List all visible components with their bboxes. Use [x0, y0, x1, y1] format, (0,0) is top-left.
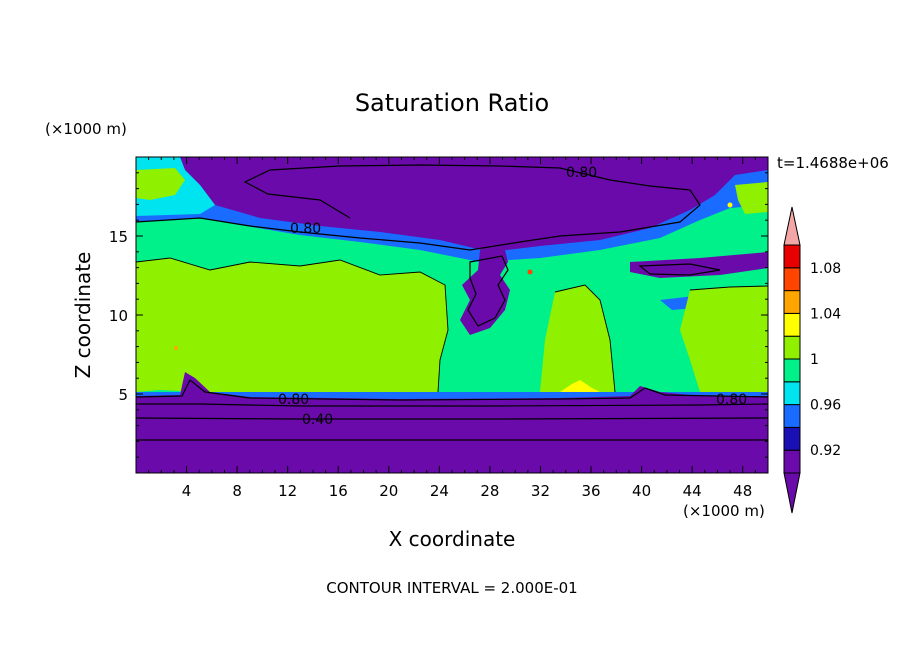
field-region-upper-purple — [180, 157, 768, 252]
colorbar-bin — [783, 335, 801, 360]
field-dot-red-2 — [174, 346, 178, 350]
footer-note: CONTOUR INTERVAL = 2.000E-01 — [326, 579, 577, 597]
colorbar-bin — [783, 426, 801, 451]
colorbar-bin — [783, 358, 801, 383]
field-region-green-left — [136, 258, 448, 395]
colorbar-bin — [783, 312, 801, 337]
contour-line-right — [638, 263, 721, 276]
x-tick-label: 28 — [480, 482, 499, 500]
x-tick-label: 36 — [581, 482, 600, 500]
colorbar-high-arrow — [783, 206, 801, 246]
contour-label: 0.80 — [290, 221, 321, 237]
field-dot-red-1 — [527, 269, 533, 275]
contour-line-lower-3 — [136, 417, 768, 420]
contour-label: 0.80 — [716, 392, 747, 408]
y-tick-label: 5 — [118, 386, 128, 404]
colorbar-bin — [783, 290, 801, 314]
plot-area: 0.80 0.80 0.80 0.80 0.40 — [136, 157, 768, 473]
x-unit-label: (×1000 m) — [683, 502, 765, 520]
x-tick-label: 32 — [531, 482, 550, 500]
colorbar-bin — [783, 244, 801, 269]
contour-line-lower-1 — [136, 379, 768, 401]
colorbar-bin — [783, 449, 801, 474]
contour-label: 0.80 — [278, 392, 309, 408]
time-label: t=1.4688e+06 — [777, 154, 889, 172]
field-region-green-center — [540, 285, 615, 392]
field-region-yellow-36 — [560, 380, 604, 395]
contour-cloud-lines — [136, 257, 768, 393]
x-tick-label: 4 — [182, 482, 192, 500]
x-axis-label: X coordinate — [389, 527, 516, 551]
colorbar: 0.92 0.96 1 1.04 1.08 — [783, 206, 841, 514]
contour-label: 0.80 — [566, 165, 597, 181]
y-tick-label: 15 — [109, 228, 128, 246]
colorbar-bin — [783, 404, 801, 428]
y-tick-label: 10 — [109, 307, 128, 325]
y-axis-label: Z coordinate — [71, 252, 95, 379]
field-region-green-topleft — [136, 168, 185, 200]
field-region-green-topright — [735, 182, 768, 214]
colorbar-label: 1 — [810, 352, 819, 368]
x-tick-label: 24 — [430, 482, 449, 500]
field-region-green-right — [680, 286, 768, 392]
x-tick-label: 12 — [278, 482, 297, 500]
y-unit-label: (×1000 m) — [45, 120, 127, 138]
chart-title: Saturation Ratio — [355, 89, 549, 117]
colorbar-bin — [783, 381, 801, 406]
field-region-lower-purple — [136, 372, 768, 473]
x-tick-label: 40 — [632, 482, 651, 500]
field-dot-yellow-1 — [727, 202, 733, 208]
x-tick-label: 44 — [683, 482, 702, 500]
contour-line-upper — [136, 164, 701, 251]
x-tick-label: 48 — [733, 482, 752, 500]
field-region-right-streak — [630, 252, 768, 278]
colorbar-bin — [783, 267, 801, 292]
x-axis: 4 8 12 16 20 24 28 32 36 40 44 48 — [148, 157, 756, 500]
colorbar-label: 1.08 — [810, 261, 841, 277]
x-tick-label: 16 — [329, 482, 348, 500]
colorbar-label: 0.96 — [810, 398, 841, 414]
contour-label: 0.40 — [302, 412, 333, 428]
colorbar-low-arrow — [783, 472, 801, 514]
x-tick-label: 8 — [232, 482, 242, 500]
colorbar-label: 0.92 — [810, 443, 841, 459]
y-axis: 5 10 15 — [109, 172, 768, 458]
x-tick-label: 20 — [379, 482, 398, 500]
colorbar-label: 1.04 — [810, 306, 841, 322]
contour-line-lower-2 — [136, 403, 768, 407]
contour-line-tongue — [467, 255, 509, 327]
